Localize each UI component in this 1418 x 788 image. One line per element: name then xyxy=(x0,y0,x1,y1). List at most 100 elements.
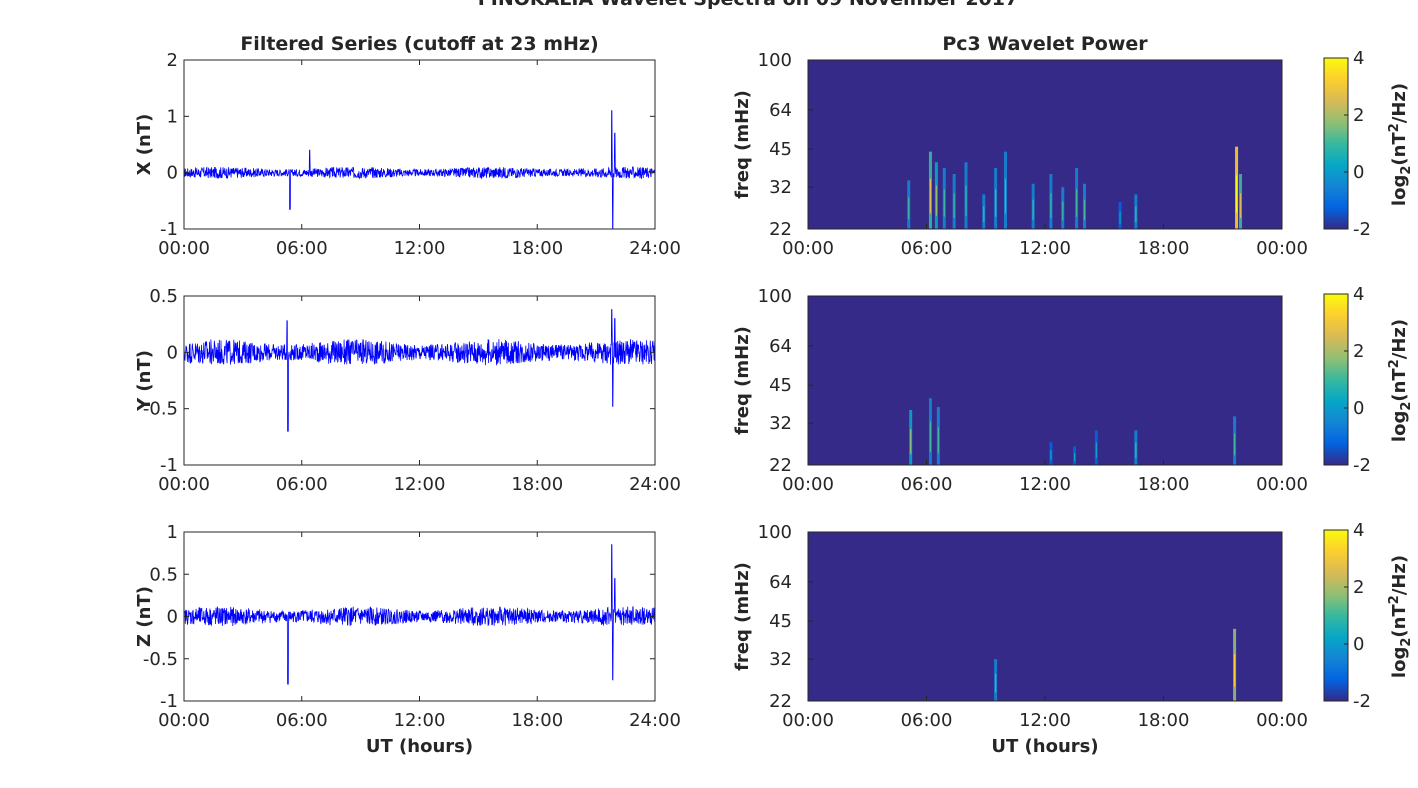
y-tick-label: -0.5 xyxy=(143,399,178,420)
x-tick-label: 00:00 xyxy=(782,474,834,495)
colorbar-tick-label: -2 xyxy=(1353,455,1371,476)
x-tick-label: 06:00 xyxy=(901,710,953,731)
x-tick-label: 18:00 xyxy=(511,238,563,259)
x-tick-label: 00:00 xyxy=(158,474,210,495)
y-tick-label: 32 xyxy=(769,413,792,434)
x-tick-label: 06:00 xyxy=(276,238,328,259)
x-tick-label: 00:00 xyxy=(1256,238,1308,259)
power-event-core xyxy=(995,189,997,217)
power-event-core xyxy=(1050,193,1052,219)
power-event-core xyxy=(929,421,932,452)
y-tick-label: 64 xyxy=(769,336,792,357)
colorbar-frame xyxy=(1323,293,1349,466)
power-event-core xyxy=(965,185,967,216)
x-tick-label: 00:00 xyxy=(782,238,834,259)
power-event-core xyxy=(1062,201,1064,221)
y-tick-label: -1 xyxy=(160,455,178,476)
x-tick-label: 00:00 xyxy=(782,710,834,731)
y-axis-label: freq (mHz) xyxy=(732,326,753,435)
power-event-core xyxy=(1004,178,1007,214)
power-event-core xyxy=(1135,206,1137,223)
y-tick-label: 32 xyxy=(769,177,792,198)
y-tick-label: -0.5 xyxy=(143,649,178,670)
y-tick-label: 64 xyxy=(769,100,792,121)
y-tick-label: 0.5 xyxy=(149,286,178,307)
y-tick-label: 22 xyxy=(769,219,792,240)
colorbar-tick-label: 0 xyxy=(1353,398,1364,419)
power-event-core xyxy=(1234,433,1236,456)
colorbar-tick-label: 0 xyxy=(1353,162,1364,183)
power-event-core xyxy=(908,197,910,220)
x-axis-label: UT (hours) xyxy=(991,736,1098,757)
x-tick-label: 00:00 xyxy=(158,238,210,259)
y-tick-label: 1 xyxy=(167,522,178,543)
power-event-core xyxy=(1095,442,1097,459)
x-tick-label: 00:00 xyxy=(1256,710,1308,731)
y-tick-label: 0 xyxy=(167,342,178,363)
x-axis-label: UT (hours) xyxy=(366,736,473,757)
axes-frame xyxy=(183,59,656,230)
spectrogram-background xyxy=(808,60,1282,229)
power-event-core xyxy=(1235,175,1238,213)
colorbar-label: log2(nT2/Hz) xyxy=(1387,83,1414,206)
y-axis-label: freq (mHz) xyxy=(732,90,753,199)
y-tick-label: 22 xyxy=(769,691,792,712)
x-tick-label: 12:00 xyxy=(1019,474,1071,495)
power-event-core xyxy=(995,673,997,693)
power-event-core xyxy=(929,178,932,214)
power-event-core xyxy=(1074,452,1076,462)
y-tick-label: 2 xyxy=(167,50,178,71)
colorbar-tick-label: -2 xyxy=(1353,691,1371,712)
x-tick-label: 18:00 xyxy=(1138,238,1190,259)
colorbar xyxy=(1324,294,1348,465)
chart-left-bottom: 1 0.5 0 -0.5 -100:00 06:00 12:00 18:00 24:00 Z (n… xyxy=(134,522,681,757)
x-tick-label: 06:00 xyxy=(901,474,953,495)
power-event-core xyxy=(1076,189,1078,217)
x-tick-label: 12:00 xyxy=(394,710,446,731)
colorbar-tick-label: 4 xyxy=(1353,48,1364,69)
y-tick-label: 100 xyxy=(758,286,792,307)
colorbar-label: log2(nT2/Hz) xyxy=(1387,319,1414,442)
colorbar-frame xyxy=(1323,529,1349,702)
x-tick-label: 12:00 xyxy=(1019,710,1071,731)
y-tick-label: 45 xyxy=(769,611,792,632)
colorbar-tick-label: 2 xyxy=(1353,105,1364,126)
y-tick-label: 100 xyxy=(758,50,792,71)
x-tick-label: 18:00 xyxy=(1138,474,1190,495)
x-tick-label: 12:00 xyxy=(394,238,446,259)
x-tick-label: 24:00 xyxy=(629,238,681,259)
x-tick-label: 00:00 xyxy=(158,710,210,731)
colorbar-frame xyxy=(1323,57,1349,230)
x-tick-label: 18:00 xyxy=(511,710,563,731)
power-event-core xyxy=(910,429,912,455)
chart-title: Pc3 Wavelet Power xyxy=(942,33,1148,55)
chart-left-top: 2 1 0 -100:00 06:00 12:00 18:00 24:00 Filtered S… xyxy=(134,33,681,259)
x-tick-label: 12:00 xyxy=(1019,238,1071,259)
y-tick-label: 0 xyxy=(167,163,178,184)
colorbar-tick-label: 2 xyxy=(1353,577,1364,598)
x-tick-label: 24:00 xyxy=(629,474,681,495)
chart-title: Filtered Series (cutoff at 23 mHz) xyxy=(240,33,598,55)
colorbar-tick-label: 0 xyxy=(1353,634,1364,655)
y-tick-label: -1 xyxy=(160,219,178,240)
y-tick-label: -1 xyxy=(160,691,178,712)
colorbar xyxy=(1324,58,1348,229)
power-event-core xyxy=(1239,193,1242,219)
y-axis-label: Z (nT) xyxy=(134,586,155,647)
x-tick-label: 00:00 xyxy=(1256,474,1308,495)
y-axis-label: X (nT) xyxy=(134,114,155,176)
y-tick-label: 100 xyxy=(758,522,792,543)
x-tick-label: 06:00 xyxy=(901,238,953,259)
colorbar-label: log2(nT2/Hz) xyxy=(1387,555,1414,678)
series-line xyxy=(183,544,656,685)
y-tick-label: 1 xyxy=(167,106,178,127)
power-event-core xyxy=(983,206,985,223)
axes-frame xyxy=(183,295,656,466)
y-axis-label: Y (nT) xyxy=(134,350,155,412)
series-line xyxy=(183,309,656,432)
power-event-core xyxy=(1083,199,1086,220)
y-tick-label: 64 xyxy=(769,572,792,593)
